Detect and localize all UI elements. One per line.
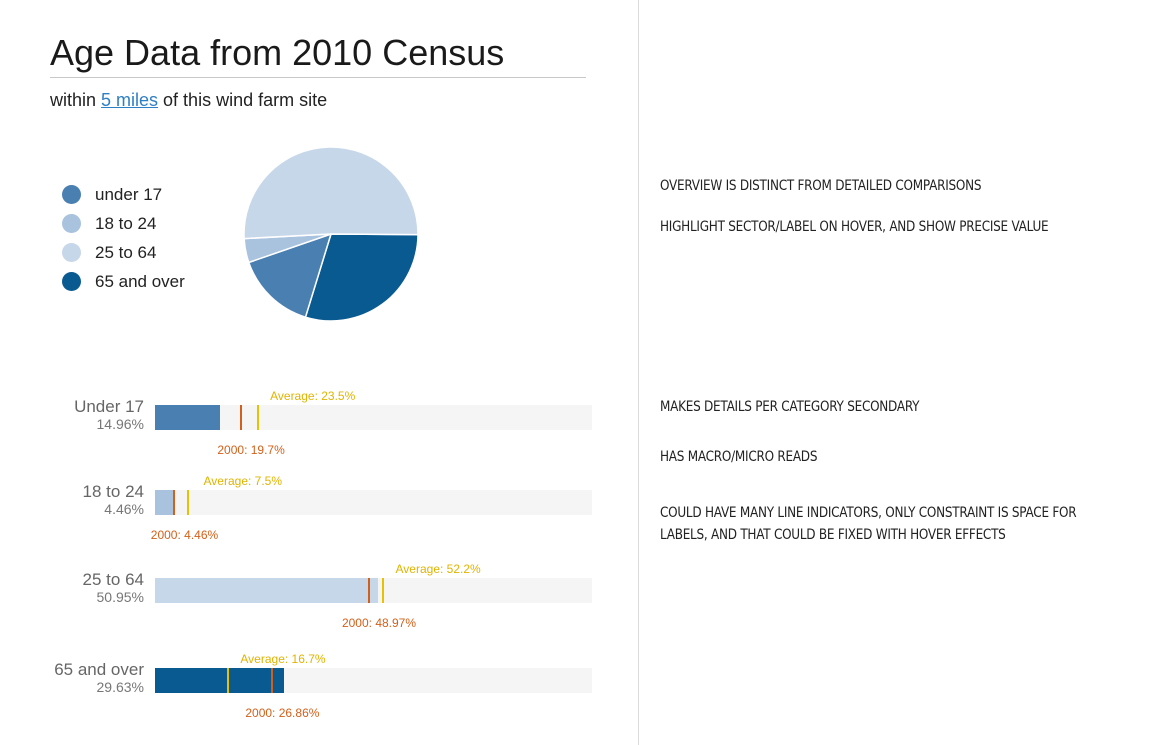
annotation-note: HIGHLIGHT SECTOR/LABEL ON HOVER, AND SHO…	[660, 219, 1049, 235]
subtitle-prefix: within	[50, 90, 102, 110]
legend-item-under-17[interactable]: under 17	[62, 180, 185, 209]
bar-fill	[155, 668, 285, 693]
annotation-note: OVERVIEW IS DISTINCT FROM DETAILED COMPA…	[660, 178, 982, 194]
legend-swatch	[62, 243, 81, 262]
average-marker	[256, 405, 259, 430]
bar-track: Average: 7.5% 2000: 4.46%	[151, 474, 592, 542]
page-title: Age Data from 2010 Census	[50, 30, 586, 78]
annotation-note: COULD HAVE MANY LINE INDICATORS, ONLY CO…	[660, 505, 1077, 543]
legend-item-65-and-over[interactable]: 65 and over	[62, 267, 185, 296]
pie-legend: under 17 18 to 24 25 to 64 65 and over	[62, 180, 185, 296]
bar-fill	[155, 490, 175, 515]
bar-fill	[155, 405, 221, 430]
bar-row-18-to-24[interactable]: 18 to 24 4.46% Average: 7.5% 2000: 4.46%	[0, 474, 620, 562]
pie-slice-under-17[interactable]	[247, 232, 333, 319]
year2000-marker	[271, 668, 274, 693]
annotation-note: HAS MACRO/MICRO READS	[660, 449, 818, 465]
legend-label: 18 to 24	[95, 213, 157, 233]
bar-row-65-and-over[interactable]: 65 and over 29.63% Average: 16.7% 2000: …	[0, 652, 620, 740]
average-label: Average: 16.7%	[240, 652, 326, 666]
bar-value-label: 4.46%	[104, 501, 144, 517]
average-label: Average: 7.5%	[203, 474, 283, 488]
bar-track: Average: 23.5% 2000: 19.7%	[155, 389, 592, 457]
pie-slice-65-and-over[interactable]	[304, 233, 419, 322]
bar-track: Average: 52.2% 2000: 48.97%	[155, 562, 592, 630]
bar-track: Average: 16.7% 2000: 26.86%	[155, 652, 592, 720]
legend-swatch	[62, 272, 81, 291]
annotation-note: MAKES DETAILS PER CATEGORY SECONDARY	[660, 399, 920, 415]
average-label: Average: 23.5%	[270, 389, 356, 403]
bar-value-label: 14.96%	[96, 416, 144, 432]
legend-swatch	[62, 185, 81, 204]
bar-category-label: 25 to 64	[82, 570, 144, 589]
legend-item-25-to-64[interactable]: 25 to 64	[62, 238, 185, 267]
legend-item-18-to-24[interactable]: 18 to 24	[62, 209, 185, 238]
bar-fill	[155, 578, 378, 603]
bar-category-label: Under 17	[74, 397, 144, 416]
legend-label: under 17	[95, 184, 163, 204]
column-divider	[638, 0, 639, 745]
average-marker	[226, 668, 229, 693]
year2000-label: 2000: 19.7%	[217, 443, 285, 457]
bar-value-label: 29.63%	[96, 679, 144, 695]
legend-swatch	[62, 214, 81, 233]
pie-slice-25-to-64[interactable]	[243, 146, 419, 240]
legend-label: 65 and over	[95, 271, 185, 291]
bar-category-label: 65 and over	[54, 660, 144, 679]
legend-label: 25 to 64	[95, 242, 157, 262]
subtitle: within 5 miles of this wind farm site	[50, 90, 327, 111]
bar-row-25-to-64[interactable]: 25 to 64 50.95% Average: 52.2% 2000: 48.…	[0, 562, 620, 650]
year2000-marker	[240, 405, 243, 430]
age-pie-chart	[243, 146, 419, 322]
year2000-marker	[367, 578, 370, 603]
radius-link[interactable]: 5 miles	[101, 90, 159, 110]
average-marker	[186, 490, 189, 515]
year2000-marker	[173, 490, 176, 515]
subtitle-suffix: of this wind farm site	[158, 90, 328, 110]
age-bar-comparison: Under 17 14.96% Average: 23.5% 2000: 19.…	[0, 389, 620, 740]
average-marker	[382, 578, 385, 603]
year2000-label: 2000: 48.97%	[341, 616, 417, 630]
year2000-label: 2000: 26.86%	[245, 706, 320, 720]
average-label: Average: 52.2%	[395, 562, 481, 576]
bar-row-under-17[interactable]: Under 17 14.96% Average: 23.5% 2000: 19.…	[0, 389, 620, 477]
bar-category-label: 18 to 24	[82, 482, 144, 501]
year2000-label: 2000: 4.46%	[150, 528, 219, 542]
bar-value-label: 50.95%	[96, 589, 144, 605]
